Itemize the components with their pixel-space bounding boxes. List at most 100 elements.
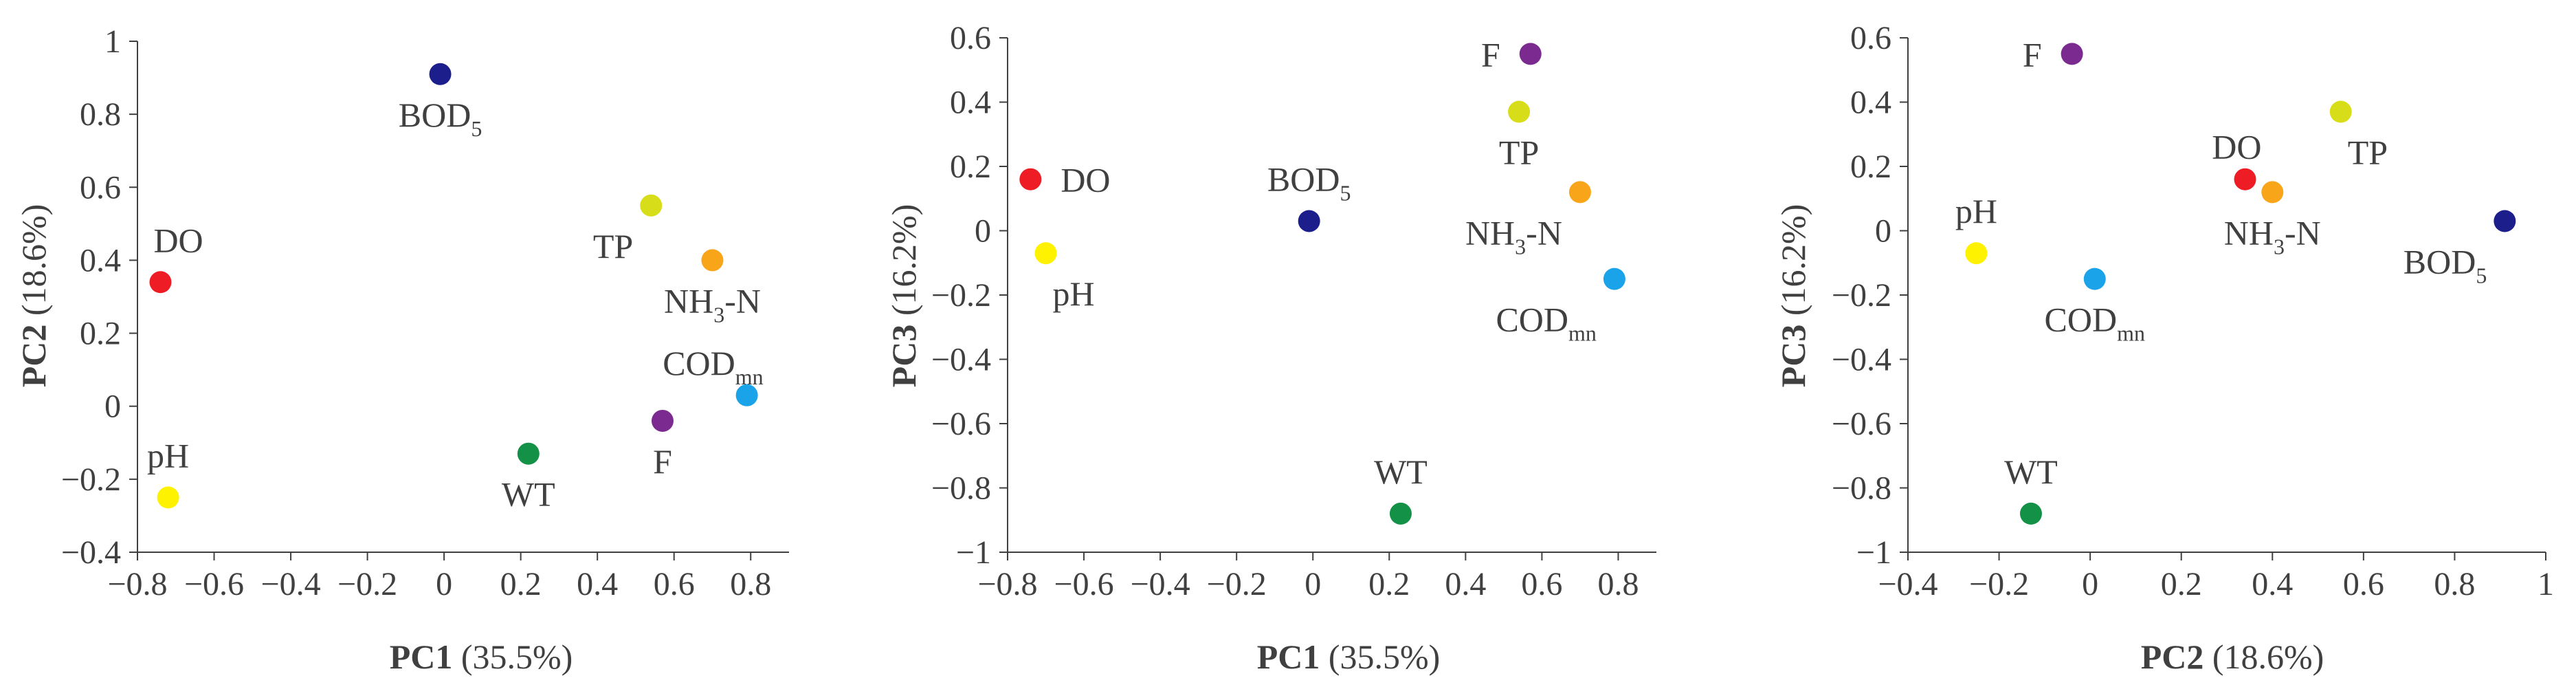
x-tick-label: −0.4 [261,566,321,602]
point-label-ph: pH [147,436,189,475]
x-tick-label: −0.8 [977,566,1037,602]
x-tick-label: 0.4 [2252,566,2293,602]
point-ph [157,486,179,509]
x-tick-label: 0 [436,566,452,602]
x-tick-label: −0.6 [184,566,244,602]
y-tick-label: −0.2 [61,461,121,498]
point-label-nh3-n: NH3-N [1465,213,1562,259]
x-tick-label: 0.4 [1445,566,1486,602]
point-ph [1034,242,1057,265]
point-label-tp: TP [593,227,633,265]
x-tick-label: 0.6 [1521,566,1562,602]
point-label-codmn: CODmn [2045,301,2145,346]
x-tick-label: 0.4 [577,566,618,602]
point-codmn [1603,268,1625,290]
y-tick-label: −0.6 [931,406,991,442]
point-wt [517,442,540,465]
point-label-nh3-n: NH3-N [2224,213,2321,259]
y-tick-label: 0.6 [1850,20,1891,56]
x-tick-label: 0.8 [730,566,771,602]
point-label-codmn: CODmn [1496,301,1596,346]
y-tick-label: 0.6 [950,20,991,56]
x-tick-label: 1 [2538,566,2554,602]
y-tick-label: 0.2 [950,149,991,185]
x-tick-label: 0.6 [2343,566,2384,602]
x-tick-label: −0.6 [1054,566,1114,602]
x-tick-label: −0.8 [107,566,167,602]
point-label-ph: pH [1053,274,1095,313]
point-tp [640,194,663,217]
point-label-do: DO [153,221,203,259]
point-label-f: F [1481,35,1500,74]
panel-pc1-pc2: −0.8 −0.6 −0.4 −0.2 0 0.2 0.4 0.6 0.8 −0.4 −0.2 0 0.… [14,23,789,676]
point-f [651,409,674,432]
point-f [2061,43,2083,65]
point-nh3-n [1568,181,1591,204]
y-tick-label: 0.6 [80,169,121,206]
x-tick-label: 0.2 [1368,566,1410,602]
y-tick-label: −1 [1856,534,1891,571]
point-label-f: F [2023,35,2042,74]
y-tick-label: 0 [104,389,121,425]
y-tick-label: 0.8 [80,96,121,133]
x-axis-title: PC2 (18.6%) [2141,637,2324,676]
y-tick-label: −0.4 [61,534,121,571]
point-codmn [735,384,758,406]
point-do [1019,168,1042,190]
x-tick-label: 0 [2082,566,2098,602]
panel-pc1-pc3: −0.8 −0.6 −0.4 −0.2 0 0.2 0.4 0.6 0.8−1−0.8−0.6−… [885,20,1656,676]
x-tick-label: −0.2 [1969,566,2029,602]
point-label-tp: TP [1499,133,1539,172]
x-tick-label: 0.2 [500,566,542,602]
point-label-do: DO [2212,128,2261,166]
point-label-do: DO [1061,161,1110,199]
point-wt [2019,502,2042,525]
point-tp [2329,100,2352,123]
point-label-ph: pH [1955,192,1997,230]
point-bod5 [429,63,452,85]
x-tick-label: 0 [1304,566,1321,602]
point-do [149,271,172,294]
point-label-bod5: BOD5 [399,96,482,141]
x-tick-label: 0.2 [2161,566,2202,602]
point-bod5 [1298,210,1320,232]
y-axis-title: PC2 (18.6%) [14,204,53,388]
point-f [1519,43,1542,65]
point-label-wt: WT [502,475,555,514]
point-codmn [2083,268,2106,290]
y-axis-title: PC3 (16.2%) [1774,204,1812,388]
y-tick-label: −0.2 [1832,277,1891,314]
point-nh3-n [701,249,724,272]
y-tick-label: −0.4 [931,342,991,378]
point-label-tp: TP [2348,133,2388,172]
y-tick-label: −0.2 [931,277,991,314]
point-wt [1389,502,1412,525]
point-label-wt: WT [1374,452,1428,491]
x-tick-label: 0.6 [654,566,695,602]
y-tick-label: −0.8 [931,470,991,507]
x-tick-label: −0.2 [1207,566,1267,602]
y-tick-label: 0.4 [950,85,991,121]
y-tick-label: 0.4 [1850,85,1891,121]
point-bod5 [2494,210,2516,232]
point-label-codmn: CODmn [663,344,763,389]
y-tick-label: 0.2 [80,316,121,352]
y-tick-label: −0.4 [1832,342,1891,378]
y-tick-label: 0.2 [1850,149,1891,185]
x-tick-label: −0.4 [1878,566,1937,602]
x-tick-label: 0.8 [1597,566,1639,602]
x-tick-label: 0.8 [2434,566,2475,602]
panel-pc2-pc3: −0.4 −0.2 0 0.2 0.4 0.6 0.8 1 −1 −0.8 −0.6 −0.4 −0.2… [1774,20,2554,676]
x-tick-label: −0.2 [337,566,397,602]
y-tick-label: −0.8 [1832,470,1891,507]
point-label-nh3-n: NH3-N [664,281,761,327]
y-axis-title: PC3 (16.2%) [885,204,923,388]
point-label-f: F [653,442,672,481]
point-label-bod5: BOD5 [2403,242,2487,287]
point-nh3-n [2261,181,2284,204]
y-tick-label: 0 [1875,213,1891,250]
point-label-wt: WT [2004,452,2058,491]
point-ph [1965,242,1988,265]
point-label-bod5: BOD5 [1267,160,1351,205]
